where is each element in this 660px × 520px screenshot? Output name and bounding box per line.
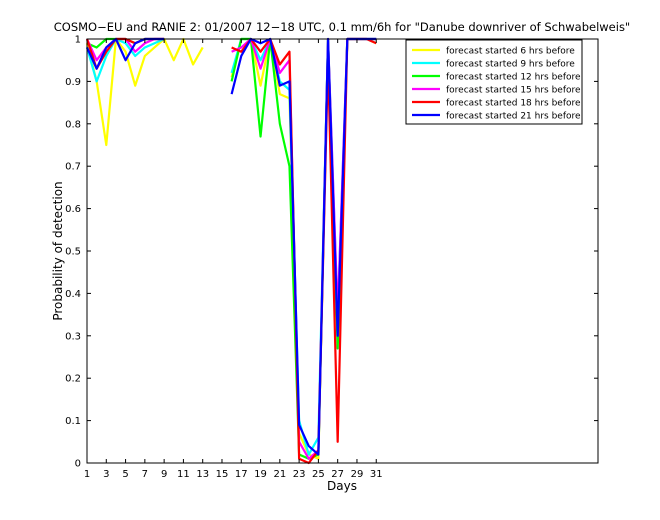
chart-title: COSMO−EU and RANIE 2: 01/2007 12−18 UTC,…	[54, 20, 630, 34]
y-tick-label: 0.8	[65, 119, 81, 130]
y-tick-label: 0.6	[65, 204, 81, 215]
series-line	[85, 37, 165, 83]
legend-entry: forecast started 21 hrs before	[412, 112, 581, 122]
legend-label: forecast started 15 hrs before	[446, 86, 581, 96]
x-axis-label: Days	[327, 479, 357, 493]
x-tick-label: 25	[312, 469, 325, 480]
x-tick-label: 27	[331, 469, 344, 480]
x-tick-label: 1	[84, 469, 90, 480]
y-tick-label: 0.4	[65, 289, 81, 300]
x-tick-label: 31	[370, 469, 383, 480]
y-tick-label: 0.9	[65, 77, 81, 88]
x-tick-label: 19	[254, 469, 267, 480]
legend-label: forecast started 12 hrs before	[446, 73, 581, 83]
legend-items: forecast started 6 hrs before forecast st…	[412, 47, 581, 122]
legend-entry: forecast started 18 hrs before	[412, 99, 581, 109]
y-tick-label: 0.3	[65, 331, 81, 342]
y-axis-label: Probability of detection	[51, 181, 65, 320]
x-tick-label: 23	[293, 469, 306, 480]
legend: forecast started 6 hrs before forecast st…	[405, 39, 583, 125]
legend-label: forecast started 21 hrs before	[446, 112, 581, 122]
x-tick-label: 17	[235, 469, 248, 480]
legend-entry: forecast started 15 hrs before	[412, 86, 581, 96]
legend-label: forecast started 9 hrs before	[446, 60, 575, 70]
x-tick-label: 5	[122, 469, 128, 480]
x-tick-label: 7	[142, 469, 148, 480]
x-tick-label: 29	[351, 469, 364, 480]
x-tick-label: 15	[216, 469, 229, 480]
legend-box	[405, 39, 583, 125]
y-axis: 0 0.1 0.2 0.3 0.4 0.5 0.6 0.7 0.8 0.9 1	[65, 35, 598, 470]
y-tick-label: 1	[75, 35, 81, 46]
legend-entry: forecast started 6 hrs before	[412, 47, 575, 57]
x-tick-label: 13	[196, 469, 209, 480]
x-axis: 1 3 5 7 9 11 13 15 17 19 21 23 25 27 29 31	[84, 39, 383, 480]
y-tick-label: 0.7	[65, 162, 81, 173]
y-tick-label: 0	[75, 459, 81, 470]
y-tick-label: 0.1	[65, 416, 81, 427]
legend-entry: forecast started 9 hrs before	[412, 60, 575, 70]
x-tick-label: 11	[177, 469, 190, 480]
x-tick-label: 9	[161, 469, 167, 480]
legend-entry: forecast started 12 hrs before	[412, 73, 581, 83]
x-tick-label: 21	[273, 469, 286, 480]
legend-label: forecast started 6 hrs before	[446, 47, 575, 57]
y-tick-label: 0.5	[65, 247, 81, 258]
legend-label: forecast started 18 hrs before	[446, 99, 581, 109]
y-tick-label: 0.2	[65, 374, 81, 385]
x-tick-label: 3	[103, 469, 109, 480]
